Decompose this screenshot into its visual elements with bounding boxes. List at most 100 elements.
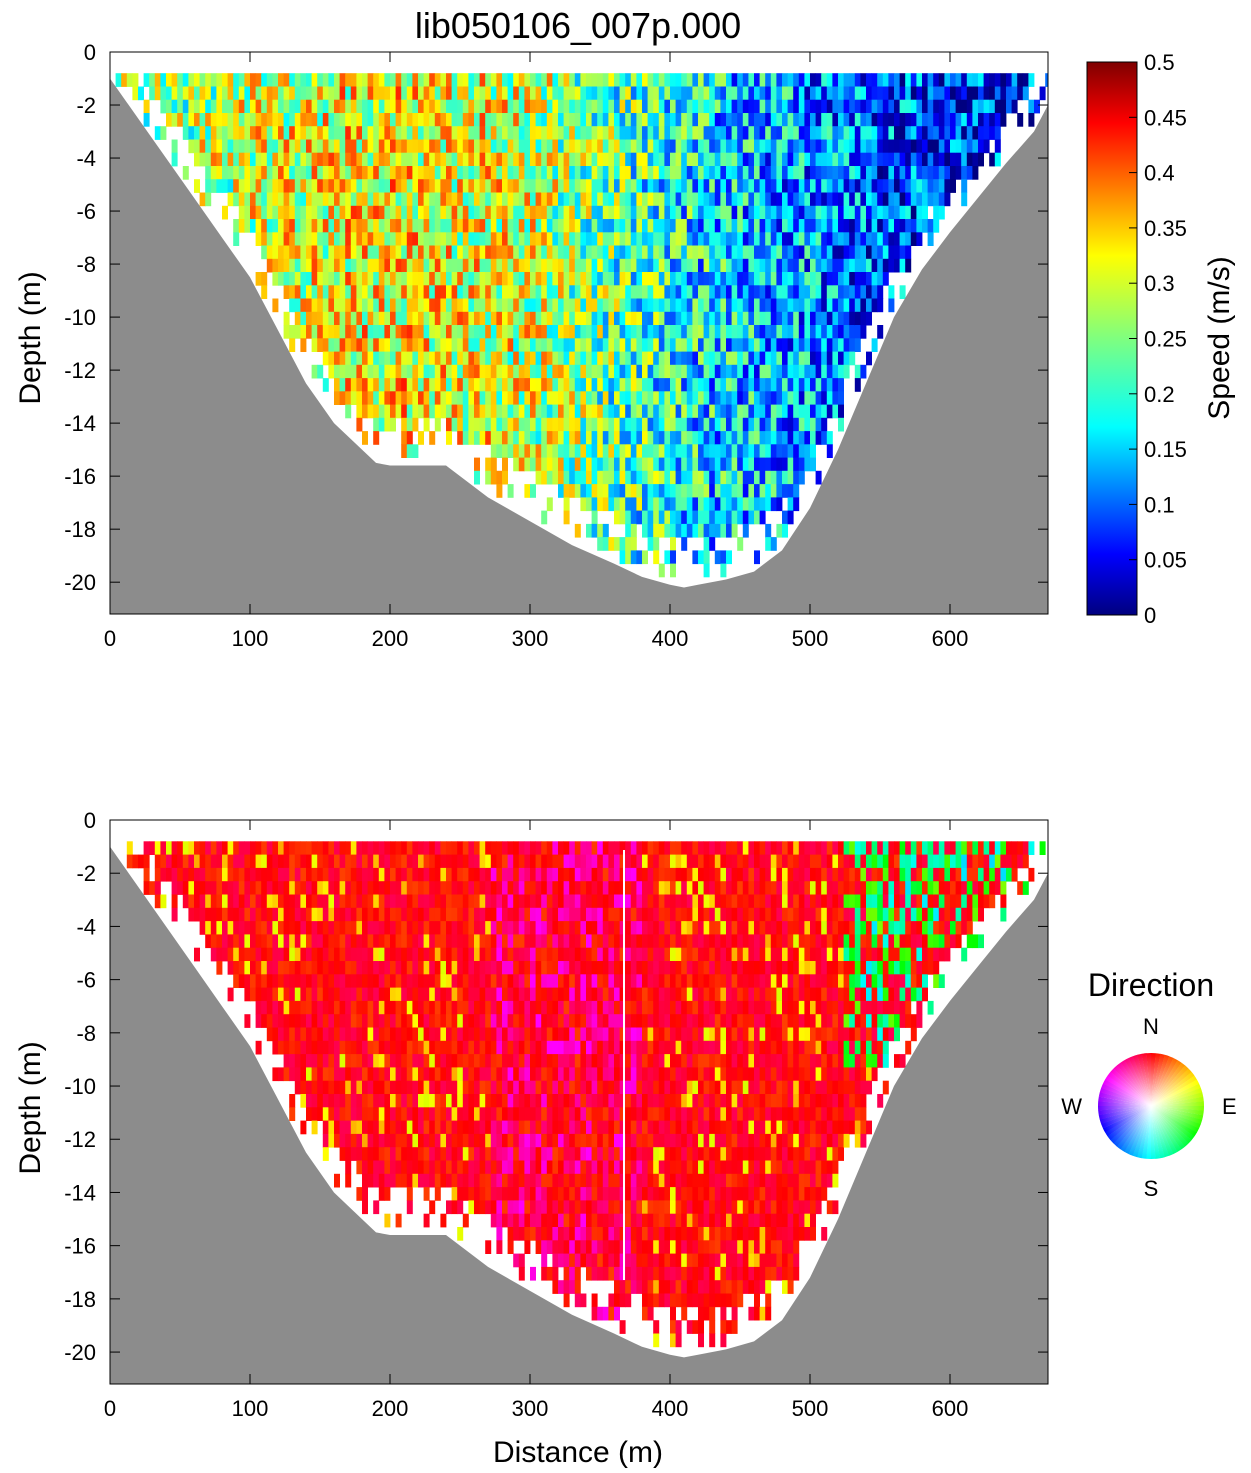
- field-cell: [541, 139, 548, 154]
- field-cell: [339, 113, 346, 127]
- field-cell: [378, 311, 385, 326]
- field-cell: [233, 921, 240, 935]
- field-cell: [871, 298, 878, 313]
- field-cell: [440, 325, 447, 339]
- field-cell: [619, 86, 626, 101]
- field-cell: [535, 73, 542, 87]
- field-cell: [591, 139, 598, 154]
- field-cell: [406, 298, 413, 313]
- field-cell: [742, 232, 749, 246]
- field-cell: [261, 113, 268, 127]
- field-cell: [283, 113, 290, 127]
- field-cell: [205, 881, 212, 895]
- field-cell: [507, 113, 514, 127]
- field-cell: [513, 417, 520, 432]
- field-cell: [462, 1027, 469, 1042]
- field-cell: [474, 961, 480, 975]
- field-cell: [748, 86, 755, 101]
- field-cell: [675, 497, 682, 512]
- field-cell: [496, 113, 503, 127]
- field-cell: [647, 152, 654, 167]
- field-cell: [457, 1160, 464, 1175]
- field-cell: [922, 99, 928, 114]
- field-cell: [418, 139, 424, 154]
- field-cell: [283, 961, 290, 975]
- field-cell: [513, 205, 520, 220]
- field-cell: [793, 166, 800, 180]
- field-cell: [294, 219, 301, 233]
- field-cell: [765, 484, 772, 498]
- field-cell: [614, 205, 620, 220]
- field-cell: [171, 99, 178, 114]
- field-cell: [518, 272, 525, 286]
- field-cell: [238, 192, 245, 207]
- field-cell: [580, 205, 587, 220]
- field-cell: [737, 311, 744, 326]
- field-cell: [390, 391, 396, 405]
- field-cell: [255, 934, 262, 949]
- field-cell: [406, 351, 413, 366]
- field-cell: [726, 523, 732, 538]
- field-cell: [748, 179, 755, 193]
- field-cell: [406, 245, 413, 260]
- speed-panel: 0 100 200 300 400 500 6000-2-4-6-8-10-12-14-16…: [14, 40, 1049, 651]
- field-cell: [418, 152, 424, 167]
- field-cell: [726, 232, 732, 246]
- field-cell: [838, 338, 844, 352]
- field-cell: [552, 126, 559, 140]
- field-cell: [563, 205, 570, 220]
- field-cell: [457, 974, 464, 988]
- field-cell: [933, 152, 940, 167]
- field-cell: [653, 245, 660, 260]
- field-cell: [468, 854, 475, 869]
- field-cell: [294, 1080, 301, 1095]
- field-cell: [339, 325, 346, 339]
- field-cell: [838, 126, 844, 140]
- field-cell: [507, 484, 514, 498]
- field-cell: [580, 484, 587, 498]
- field-cell: [513, 139, 520, 154]
- field-cell: [989, 73, 996, 87]
- field-cell: [418, 974, 424, 988]
- field-cell: [283, 974, 290, 988]
- field-cell: [384, 1107, 391, 1121]
- field-cell: [390, 404, 396, 419]
- field-cell: [731, 192, 738, 207]
- y-tick-label: -14: [64, 411, 96, 436]
- field-cell: [317, 298, 324, 313]
- field-cell: [362, 126, 368, 140]
- field-cell: [255, 947, 262, 962]
- field-cell: [233, 947, 240, 962]
- field-cell: [692, 298, 699, 313]
- field-cell: [468, 152, 475, 167]
- field-cell: [479, 947, 486, 962]
- field-cell: [602, 245, 609, 260]
- field-cell: [311, 1120, 318, 1135]
- field-cell: [294, 921, 301, 935]
- field-cell: [843, 351, 850, 366]
- field-cell: [401, 192, 408, 207]
- field-cell: [720, 245, 727, 260]
- field-cell: [496, 391, 503, 405]
- field-cell: [692, 192, 699, 207]
- field-cell: [222, 854, 228, 869]
- field-cell: [782, 192, 788, 207]
- field-cell: [418, 881, 424, 895]
- field-cell: [664, 205, 671, 220]
- field-cell: [255, 126, 262, 140]
- field-cell: [457, 1200, 464, 1215]
- field-cell: [698, 205, 704, 220]
- field-cell: [367, 391, 374, 405]
- field-cell: [289, 325, 296, 339]
- field-cell: [502, 113, 508, 127]
- field-cell: [390, 113, 396, 127]
- field-cell: [339, 1133, 346, 1148]
- field-cell: [373, 152, 380, 167]
- field-cell: [552, 219, 559, 233]
- field-cell: [401, 841, 408, 855]
- field-cell: [406, 73, 413, 87]
- field-cell: [955, 152, 962, 167]
- field-cell: [698, 311, 704, 326]
- field-cell: [535, 338, 542, 352]
- field-cell: [356, 285, 363, 299]
